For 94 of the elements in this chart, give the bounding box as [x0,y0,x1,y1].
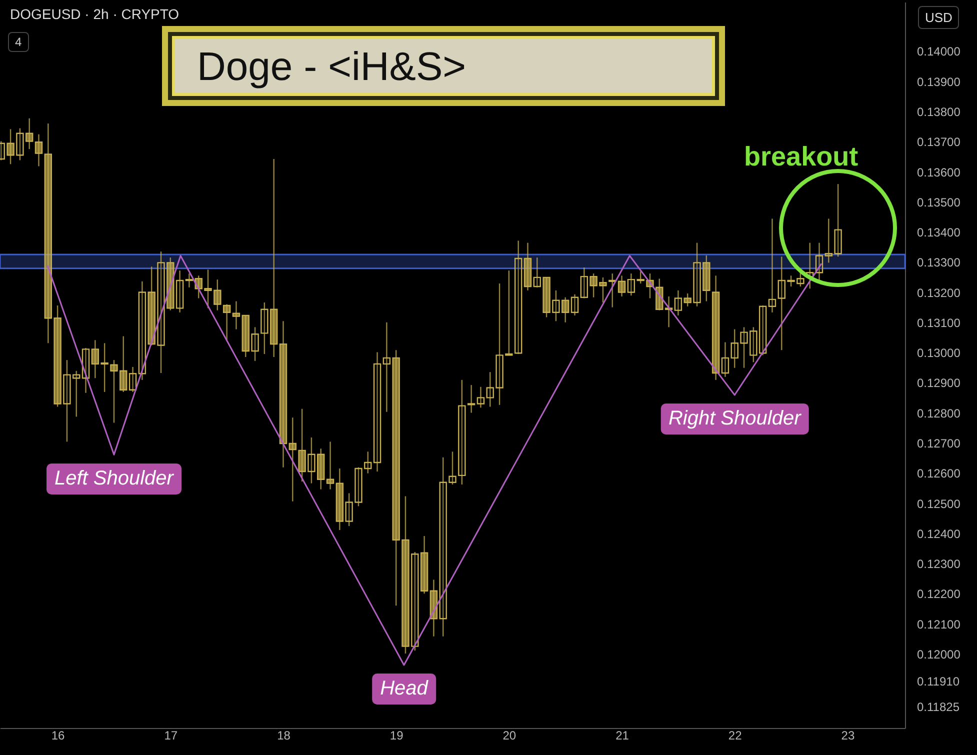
x-tick-label: 20 [502,728,516,742]
candlestick [6,128,14,165]
candlestick [308,436,316,484]
annotation: breakout [744,142,858,173]
x-tick-label: 16 [51,728,66,742]
candlestick [251,326,259,362]
x-tick-label: 21 [616,728,630,742]
y-tick-label: 0.14000 [917,44,961,59]
candlestick [561,296,570,323]
y-tick-label: 0.12200 [917,587,961,602]
y-tick-label: 0.13900 [917,74,961,89]
candlestick [505,270,513,356]
y-tick-label: 0.13600 [917,165,961,180]
y-tick-label: 0.12600 [917,466,961,481]
y-tick-label: 0.13000 [917,346,961,360]
y-tick-label: 0.13700 [917,135,961,150]
candlestick [364,451,372,474]
candlestick [778,256,786,351]
y-tick-label: 0.12500 [917,496,961,511]
candlestick [232,300,240,330]
y-tick-label: 0.12900 [917,376,961,390]
candlestick [834,183,842,258]
chart-subtitle: DOGEUSD · 2h · CRYPTO [10,6,180,22]
candlestick [138,280,146,381]
candlestick [345,492,353,527]
candlestick [476,386,485,408]
candlestick [627,272,636,296]
candlestick [730,328,738,368]
y-tick-label: 0.13800 [917,105,961,119]
candlestick [176,270,184,314]
candlestick [787,275,795,288]
y-tick-label: 0.12100 [917,617,961,632]
y-tick-label: 0.13500 [917,195,961,210]
y-tick-label: 0.12300 [917,557,961,572]
candlestick [439,456,447,637]
candlestick [552,290,560,322]
candlestick [618,275,626,298]
candlestick [326,441,334,490]
candlestick [128,366,137,393]
candlestick [72,370,80,418]
x-tick-label: 18 [277,728,291,742]
annotation: Head [372,674,436,704]
title-banner: Doge - <iH&S> [162,26,725,106]
candlestick [580,266,588,299]
candlestick [373,352,382,472]
y-tick-label: 0.12400 [917,526,961,541]
candlestick [185,272,194,288]
candlestick [740,326,748,368]
candlestick [768,218,776,314]
candlestick [448,451,456,486]
annotation: Right Shoulder [660,403,809,434]
candlestick [721,342,730,378]
y-tick-label: 0.13400 [917,226,961,240]
x-tick-label: 19 [390,728,404,742]
candlestick [298,408,306,482]
candlestick [222,304,231,342]
candlestick [382,322,391,412]
candlestick [750,326,758,363]
y-tick-label: 0.13100 [917,316,961,330]
candlestick [260,302,268,355]
x-tick-label: 17 [164,728,178,742]
candlestick [693,242,701,307]
candlestick [411,551,419,652]
candlestick [288,416,296,502]
y-tick-label: 0.11910 [917,674,960,689]
y-tick-label: 0.11825 [917,700,960,714]
candlestick [684,292,692,307]
y-tick-label: 0.12000 [917,647,961,662]
y-tick-label: 0.13200 [917,286,961,300]
candlestick [16,128,24,161]
candlestick [758,304,767,356]
line-series [46,255,822,666]
candlestick [354,466,362,507]
candlestick [496,282,504,406]
candlestick [824,218,832,264]
x-tick-label: 23 [841,728,855,742]
candlestick [570,294,579,316]
candlestick [674,290,682,316]
annotation: 4 [8,32,29,52]
candlestick [467,384,476,414]
x-tick-label: 22 [728,728,742,742]
y-axis-title: USD [918,6,960,29]
candlestick [34,134,43,167]
y-tick-label: 0.13300 [917,256,961,270]
candlestick [458,379,466,486]
y-tick-label: 0.12800 [917,406,961,420]
candlestick [157,250,165,374]
annotation: Left Shoulder [46,463,182,494]
candlestick [63,359,71,442]
candlestick [25,118,34,150]
candlestick [486,371,494,408]
candlestick [514,240,522,355]
candlestick [533,256,541,288]
y-tick-label: 0.12700 [917,436,961,451]
